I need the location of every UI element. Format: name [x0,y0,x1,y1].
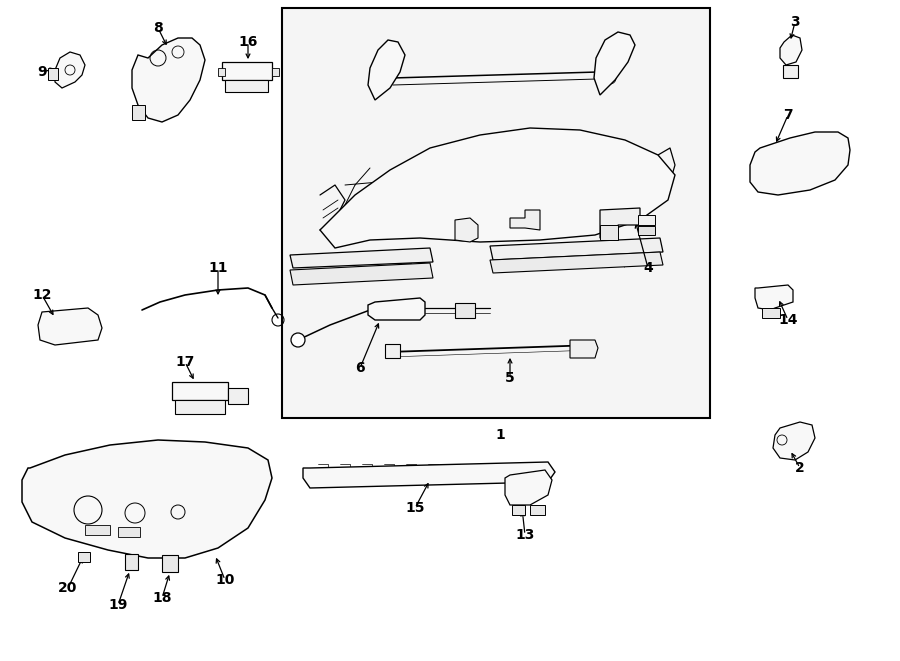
Polygon shape [762,308,780,318]
Polygon shape [750,132,850,195]
Polygon shape [512,505,525,515]
Polygon shape [505,470,552,505]
Polygon shape [290,248,433,268]
Polygon shape [638,215,655,225]
Polygon shape [320,128,675,248]
Polygon shape [303,462,555,488]
Polygon shape [510,210,540,230]
Text: 14: 14 [778,313,797,327]
Text: 13: 13 [516,528,535,542]
Polygon shape [638,226,655,235]
Text: 4: 4 [644,261,652,275]
Polygon shape [600,225,618,240]
Polygon shape [78,552,90,562]
Text: 8: 8 [153,21,163,35]
Text: 2: 2 [795,461,805,475]
Polygon shape [290,263,433,285]
Polygon shape [490,252,663,273]
Polygon shape [282,8,710,418]
Text: 5: 5 [505,371,515,385]
Polygon shape [780,35,802,65]
Polygon shape [22,440,272,558]
Polygon shape [385,344,400,358]
Text: 15: 15 [405,501,425,515]
Polygon shape [85,525,110,535]
Polygon shape [783,65,798,78]
Polygon shape [272,68,279,76]
Polygon shape [368,298,425,320]
Text: 12: 12 [32,288,52,302]
Polygon shape [118,527,140,537]
Polygon shape [755,285,793,310]
Text: 6: 6 [356,361,364,375]
Polygon shape [222,62,272,80]
Polygon shape [162,555,178,572]
Polygon shape [773,422,815,460]
Polygon shape [368,40,405,100]
Polygon shape [490,238,663,260]
Polygon shape [125,554,138,570]
Polygon shape [38,308,102,345]
Circle shape [291,333,305,347]
Polygon shape [218,68,225,76]
Polygon shape [455,303,475,318]
Text: 1: 1 [495,428,505,442]
Polygon shape [55,52,85,88]
Text: 9: 9 [37,65,47,79]
Polygon shape [600,208,640,240]
Text: 11: 11 [208,261,228,275]
Polygon shape [225,80,268,92]
Polygon shape [228,388,248,404]
Text: 7: 7 [783,108,793,122]
Text: 20: 20 [58,581,77,595]
Polygon shape [132,105,145,120]
Text: 3: 3 [790,15,800,29]
Text: 19: 19 [108,598,128,612]
Polygon shape [594,32,635,95]
Polygon shape [48,68,58,80]
Polygon shape [172,382,228,400]
Polygon shape [570,340,598,358]
Text: 18: 18 [152,591,172,605]
Text: 10: 10 [215,573,235,587]
Text: 17: 17 [176,355,194,369]
Polygon shape [530,505,545,515]
Polygon shape [455,218,478,242]
Polygon shape [132,38,205,122]
Polygon shape [175,400,225,414]
Text: 16: 16 [238,35,257,49]
